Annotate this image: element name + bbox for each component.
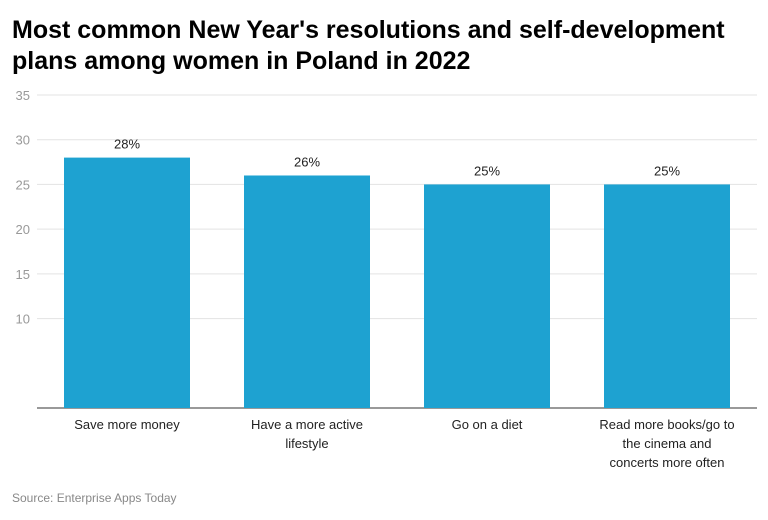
bar [244,175,370,408]
value-label: 25% [474,163,500,178]
y-tick-label: 30 [16,133,30,148]
x-tick-label: Read more books/go to the cinema and conce… [599,417,734,470]
source: Source: Enterprise Apps Today [12,491,177,505]
x-tick-label: Have a more active lifestyle [251,417,363,451]
value-label: 28% [114,137,140,152]
y-tick-label: 35 [16,88,30,103]
y-tick-label: 10 [16,312,30,327]
value-label: 25% [654,163,680,178]
value-label: 26% [294,154,320,169]
bar [424,184,550,408]
x-tick-label: Go on a diet [452,417,523,432]
chart-title: Most common New Year's resolutions and s… [12,16,725,75]
y-tick-label: 20 [16,222,30,237]
y-tick-label: 25 [16,177,30,192]
bar [64,157,190,408]
y-tick-label: 15 [16,267,30,282]
bar [604,184,730,408]
x-tick-label: Save more money [74,417,180,432]
